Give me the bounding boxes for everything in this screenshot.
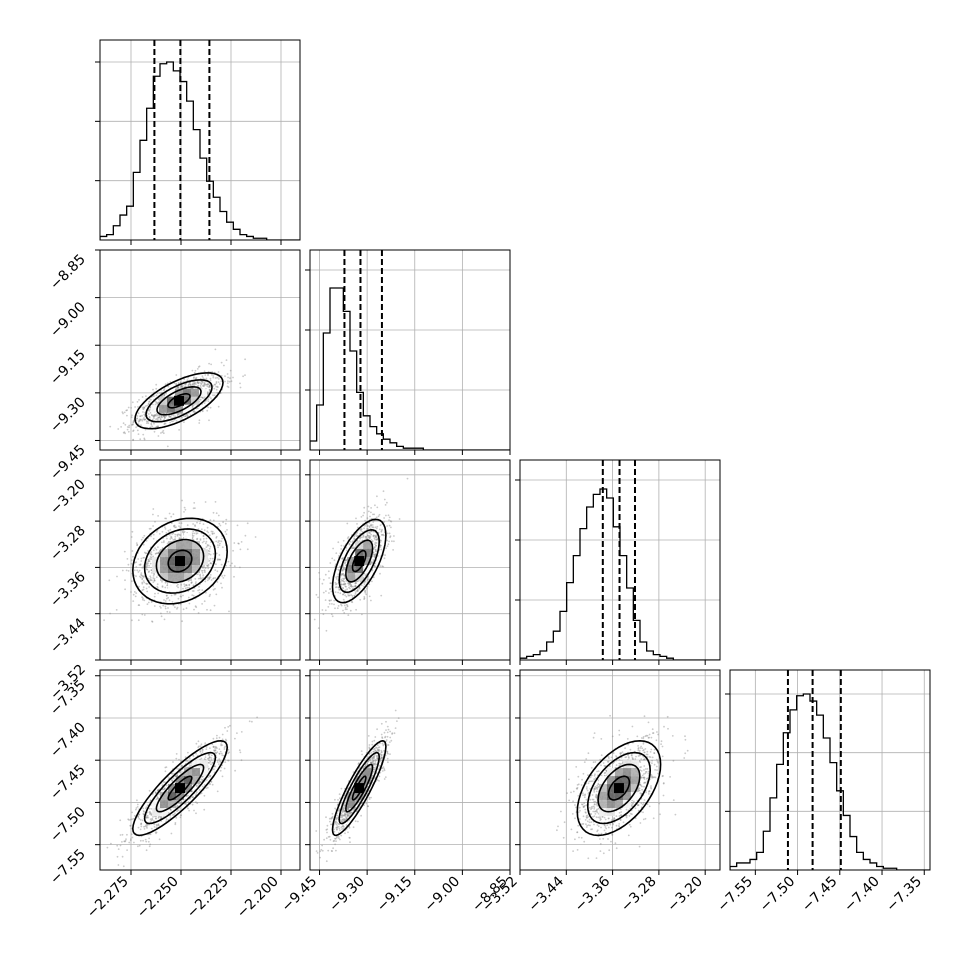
x-tick-label: −9.45 [279,874,321,916]
x-tick-label: −3.20 [664,874,706,916]
histogram-panel-0 [95,39,301,241]
x-tick-label: −7.40 [841,874,883,916]
panel-frame [99,669,301,871]
x-tick-label: −2.250 [134,874,182,922]
y-tick-label: −3.44 [47,615,89,657]
histogram-panel-1 [305,249,511,451]
x-tick-label: −9.00 [422,874,464,916]
panel-frame [309,459,511,661]
contour-line [597,763,641,813]
contour-line [167,393,191,409]
contour-line [131,517,229,605]
contour-line [331,518,387,604]
x-tick-label: −3.36 [572,873,614,915]
scatter-panel-3-0 [99,669,301,871]
panel-frame [519,669,721,871]
peak-block [175,783,185,794]
peak-block [613,783,624,794]
contour-line [134,372,224,430]
contour-line [576,739,662,837]
y-tick-label: −7.55 [47,846,89,888]
scatter-panel-2-0 [99,459,301,661]
histogram-panel-2 [515,459,721,661]
y-tick-label: −9.00 [47,299,89,341]
y-tick-label: −9.15 [47,347,89,389]
contour-line [331,739,387,837]
contour-line [143,751,217,825]
peak-block [174,395,184,406]
contour-line [145,379,213,423]
panel-frame [729,669,931,871]
scatter-panel-2-1 [309,459,511,661]
x-tick-label: −9.15 [374,874,416,916]
y-tick-label: −3.36 [47,569,89,611]
scatter-panel-1-0 [99,249,301,451]
x-tick-label: −2.200 [234,874,282,922]
x-tick-label: −7.45 [799,874,841,916]
x-tick-label: −2.275 [84,874,132,922]
histogram-step [310,287,510,450]
peak-block [354,783,365,794]
density-blocks [152,533,208,590]
contour-line [586,751,652,825]
panel-frame [309,249,511,451]
peak-block [354,556,365,567]
contour-line [155,763,205,813]
panel-frame [309,669,511,871]
y-tick-label: −3.28 [47,523,89,565]
contour-line [351,775,367,801]
y-tick-label: −9.30 [47,394,89,436]
y-tick-label: −7.50 [47,804,89,846]
y-tick-label: −8.85 [47,252,89,294]
y-tick-label: −7.45 [47,762,89,804]
scatter-panel-3-1 [309,669,511,871]
x-tick-label: −7.50 [757,874,799,916]
contour-line [143,528,217,594]
contour-line [155,538,205,584]
x-tick-label: −9.30 [326,874,368,916]
histogram-step [730,693,930,870]
y-tick-label: −7.40 [47,719,89,761]
y-tick-label: −9.45 [47,442,89,484]
density-blocks [152,760,208,817]
panel-frame [99,459,301,661]
contour-line [607,775,631,801]
contour-line [338,528,381,594]
contour-line [351,549,367,573]
histogram-step [100,61,300,240]
contour-line [338,751,381,825]
histogram-panel-3 [725,669,931,871]
contour-line [131,739,229,837]
y-tick-label: −3.20 [47,476,89,518]
scatter-panel-3-2 [519,669,721,871]
x-tick-label: −3.44 [525,873,567,915]
histogram-step [520,488,720,660]
panel-frame [99,39,301,241]
x-tick-label: −3.28 [618,874,660,916]
contour-line [167,549,193,573]
panel-frame [99,249,301,451]
x-tick-label: −2.225 [184,874,232,922]
x-tick-label: −7.55 [715,874,757,916]
peak-block [175,556,185,567]
contour-line [156,385,202,416]
contour-line [167,775,193,801]
x-tick-label: −7.35 [883,874,925,916]
contour-line [345,763,374,813]
contour-line [345,539,374,583]
panel-frame [519,459,721,661]
